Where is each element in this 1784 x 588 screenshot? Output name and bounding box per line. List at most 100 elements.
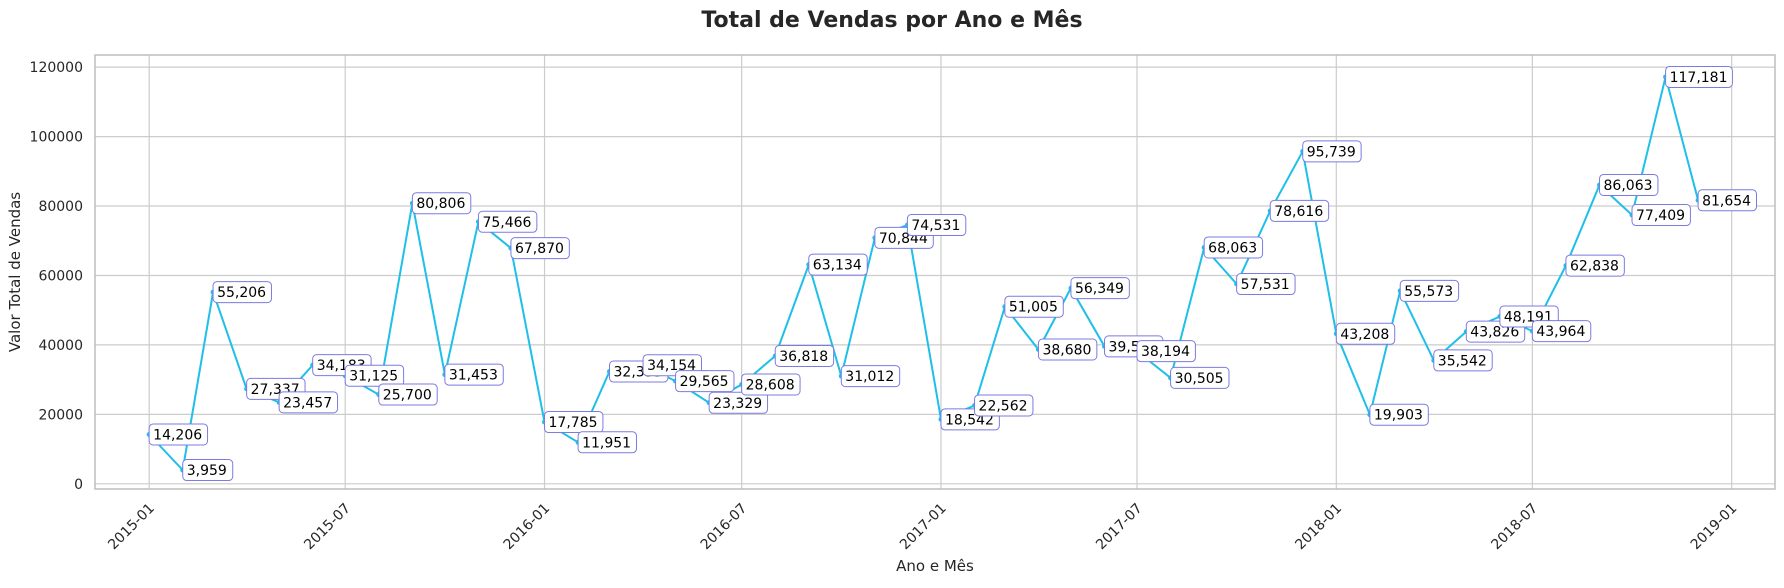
- data-label: 55,206: [212, 281, 272, 304]
- data-label: 38,680: [1037, 338, 1098, 361]
- data-label: 17,785: [544, 411, 604, 434]
- x-axis-label: Ano e Mês: [896, 557, 974, 575]
- data-label: 77,409: [1631, 204, 1691, 227]
- data-label-text: 36,818: [779, 349, 828, 365]
- data-label: 81,654: [1697, 189, 1757, 212]
- data-label-text: 29,565: [680, 374, 729, 390]
- data-label-text: 35,542: [1438, 353, 1487, 369]
- plot-frame: [94, 54, 1776, 490]
- data-label-text: 30,505: [1175, 371, 1224, 387]
- data-label: 43,964: [1531, 320, 1592, 343]
- data-label-text: 3,959: [187, 463, 227, 479]
- y-tick-label: 0: [74, 477, 83, 493]
- x-tick-label: 2015-01: [105, 500, 158, 553]
- data-label: 36,818: [774, 344, 835, 367]
- data-label: 74,531: [906, 214, 967, 237]
- y-tick-label: 60000: [38, 268, 83, 284]
- data-label-text: 31,012: [845, 369, 894, 385]
- data-label-text: 57,531: [1241, 277, 1290, 293]
- data-label-text: 28,608: [746, 377, 795, 393]
- x-tick-label: 2017-01: [897, 500, 950, 553]
- data-label-text: 38,194: [1141, 344, 1190, 360]
- data-label: 56,349: [1070, 277, 1130, 300]
- grid: [95, 55, 1775, 489]
- data-label: 14,206: [148, 423, 209, 446]
- data-label: 95,739: [1302, 140, 1362, 163]
- x-axis: 2015-01 2015-07 2016-01 2016-07 2017-01 2017-…: [105, 500, 1740, 553]
- data-label-text: 14,206: [153, 427, 202, 443]
- x-tick-label: 2019-01: [1688, 500, 1741, 553]
- data-label: 19,903: [1369, 403, 1429, 426]
- data-label: 25,700: [378, 383, 438, 406]
- x-tick-label: 2018-07: [1488, 500, 1541, 553]
- data-label-text: 55,206: [217, 285, 266, 301]
- data-label: 55,573: [1399, 279, 1460, 302]
- data-label-text: 77,409: [1636, 208, 1685, 224]
- data-label-text: 56,349: [1075, 281, 1124, 297]
- data-label: 57,531: [1236, 273, 1296, 296]
- y-axis-label: Valor Total de Vendas: [6, 192, 24, 352]
- data-label: 22,562: [974, 394, 1034, 417]
- data-label: 43,208: [1335, 322, 1396, 345]
- data-label: 68,063: [1203, 236, 1264, 259]
- data-label-text: 95,739: [1307, 144, 1356, 160]
- data-label-text: 38,680: [1042, 342, 1091, 358]
- data-label: 78,616: [1269, 199, 1330, 222]
- data-label: 31,453: [444, 363, 504, 386]
- data-label: 3,959: [182, 459, 234, 482]
- data-label-text: 55,573: [1404, 284, 1453, 300]
- data-label: 35,542: [1433, 349, 1493, 372]
- x-tick-label: 2015-07: [301, 500, 354, 553]
- data-label-text: 74,531: [911, 218, 960, 234]
- data-label: 75,466: [477, 210, 538, 233]
- data-label-text: 31,453: [449, 368, 498, 384]
- x-tick-label: 2016-01: [501, 500, 554, 553]
- data-label-text: 25,700: [383, 388, 432, 404]
- y-tick-label: 20000: [38, 407, 83, 423]
- data-label: 23,329: [708, 391, 769, 414]
- data-label: 38,194: [1136, 340, 1196, 363]
- data-label: 117,181: [1665, 65, 1733, 88]
- data-label-text: 22,562: [979, 398, 1028, 414]
- data-label: 23,457: [278, 391, 339, 414]
- data-label-text: 23,457: [283, 395, 332, 411]
- data-label-text: 51,005: [1009, 300, 1058, 316]
- data-label-text: 62,838: [1570, 259, 1619, 275]
- data-label: 62,838: [1565, 254, 1625, 277]
- data-label-text: 43,826: [1470, 325, 1519, 341]
- data-label-text: 75,466: [482, 215, 531, 231]
- y-tick-label: 80000: [38, 199, 83, 215]
- data-label-text: 80,806: [416, 196, 465, 212]
- data-label-text: 23,329: [713, 396, 762, 412]
- data-label-text: 86,063: [1604, 178, 1653, 194]
- data-label: 30,505: [1170, 366, 1230, 389]
- x-tick-label: 2018-01: [1292, 500, 1345, 553]
- x-tick-label: 2016-07: [698, 500, 751, 553]
- y-tick-label: 120000: [30, 60, 83, 76]
- data-label-text: 67,870: [515, 241, 564, 257]
- data-label: 51,005: [1004, 295, 1064, 318]
- data-label: 11,951: [577, 431, 637, 454]
- data-label-text: 43,964: [1536, 324, 1585, 340]
- data-label-text: 11,951: [582, 435, 631, 451]
- data-label-text: 43,208: [1340, 327, 1389, 343]
- data-label: 86,063: [1599, 173, 1659, 196]
- series: [146, 74, 1701, 473]
- data-label: 31,012: [840, 365, 901, 388]
- y-tick-label: 40000: [38, 338, 83, 354]
- data-label-text: 81,654: [1702, 193, 1751, 209]
- y-tick-label: 100000: [30, 130, 83, 146]
- data-label-text: 117,181: [1670, 70, 1728, 86]
- series-line: [148, 76, 1700, 473]
- data-label: 31,125: [344, 364, 405, 387]
- data-label: 80,806: [411, 192, 472, 215]
- data-label-text: 63,134: [813, 258, 862, 274]
- data-label-text: 78,616: [1274, 204, 1323, 220]
- data-label: 63,134: [808, 253, 868, 276]
- x-tick-label: 2017-07: [1093, 500, 1146, 553]
- y-axis: 0 20000 40000 60000 80000 100000 120000: [30, 60, 83, 493]
- data-label-text: 31,125: [349, 369, 398, 385]
- data-label: 28,608: [741, 373, 801, 396]
